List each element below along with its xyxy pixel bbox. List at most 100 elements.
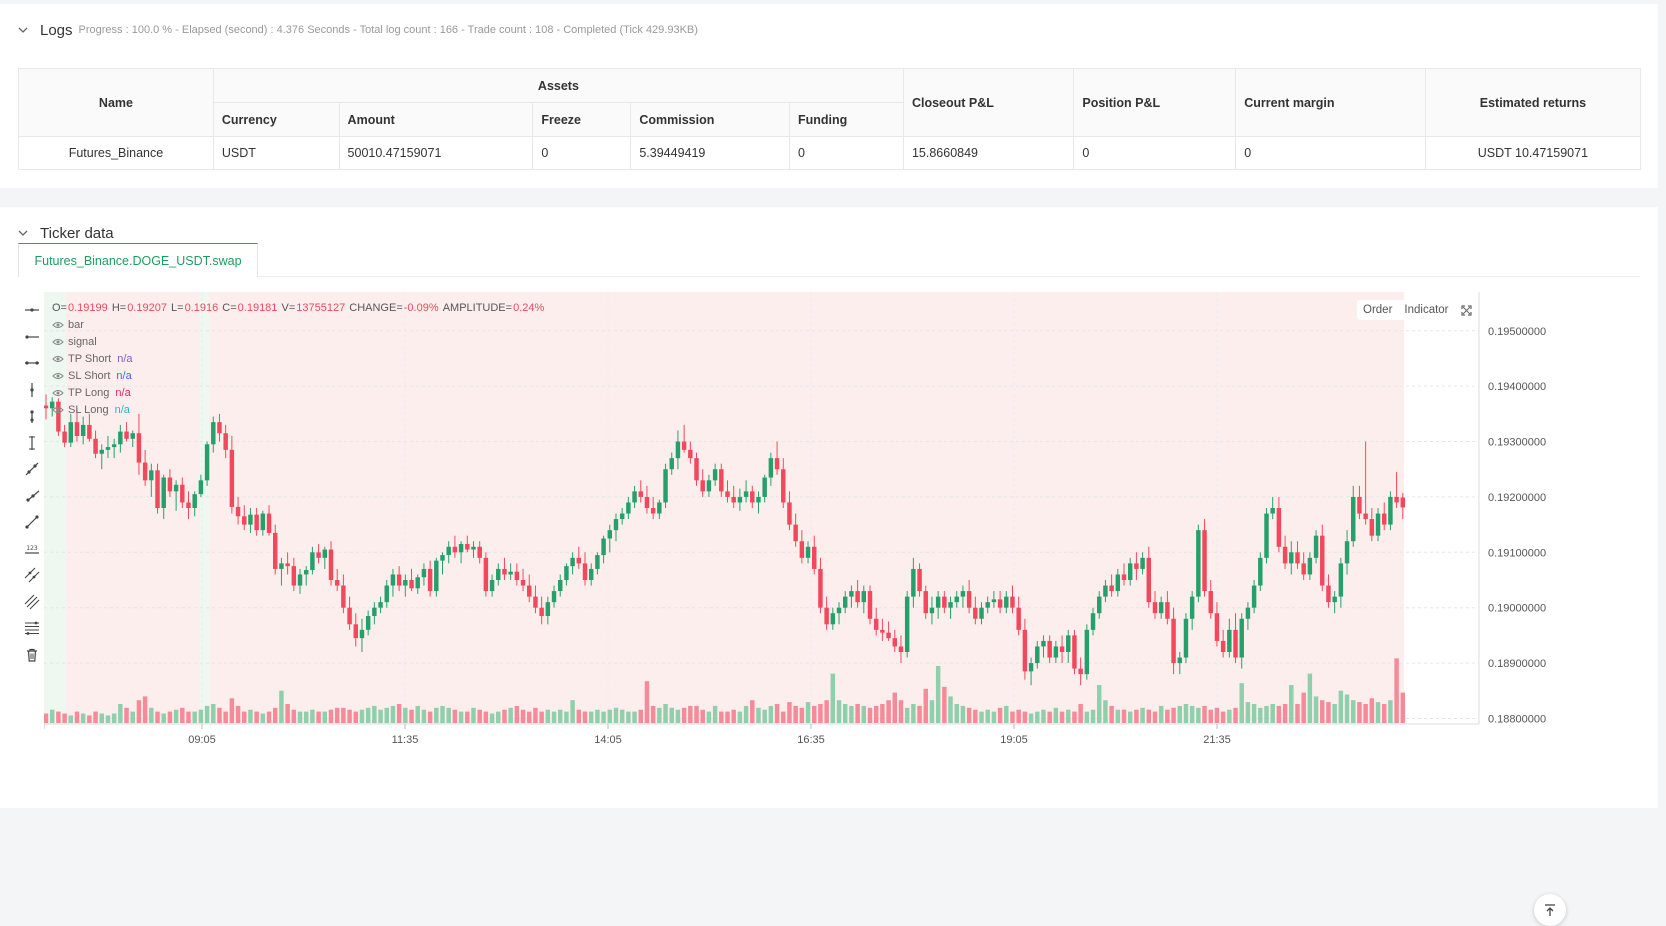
- eye-icon[interactable]: [52, 355, 64, 363]
- legend-item-name: TP Long: [68, 386, 110, 399]
- candle-body: [1227, 629, 1232, 652]
- legend-item[interactable]: bar: [52, 316, 545, 333]
- candle-body: [1090, 613, 1096, 630]
- volume-bar: [855, 704, 860, 723]
- candle-body: [1214, 613, 1220, 641]
- symbol-tab-bar: Futures_Binance.DOGE_USDT.swap: [18, 243, 1640, 277]
- eye-icon[interactable]: [52, 406, 64, 414]
- volume-bar: [1270, 704, 1275, 723]
- order-button[interactable]: Order: [1363, 304, 1393, 316]
- eye-icon[interactable]: [52, 338, 64, 346]
- header-amount: Amount: [338, 102, 534, 137]
- candle-body: [904, 596, 910, 652]
- candle-body: [477, 546, 482, 558]
- legend-item[interactable]: TP Long n/a: [52, 384, 545, 401]
- fib-retracement-icon[interactable]: [18, 615, 46, 642]
- candle-body: [496, 568, 501, 580]
- candle-body: [564, 566, 569, 580]
- scroll-to-top-button[interactable]: [1534, 894, 1566, 926]
- legend-item-name: bar: [68, 318, 84, 331]
- expand-icon[interactable]: [1455, 300, 1478, 320]
- candle-body: [917, 568, 922, 592]
- extended-line-icon[interactable]: [18, 350, 46, 377]
- volume-bar: [87, 715, 92, 723]
- candle-body: [1152, 602, 1158, 614]
- parallel-channel-icon[interactable]: [18, 562, 46, 589]
- price-range-icon[interactable]: 123: [18, 536, 46, 563]
- ray-line-icon[interactable]: [18, 483, 46, 510]
- svg-text:123: 123: [26, 545, 38, 552]
- volume-bar: [303, 711, 309, 723]
- legend-item[interactable]: TP Short n/a: [52, 350, 545, 367]
- volume-bar: [1320, 700, 1325, 723]
- volume-bar: [496, 711, 501, 723]
- volume-bar: [1109, 705, 1114, 723]
- candle-body: [1381, 513, 1387, 525]
- candle-body: [334, 580, 340, 586]
- volume-bar: [712, 705, 718, 723]
- volume-bar: [539, 711, 544, 723]
- candle-body: [712, 469, 718, 481]
- candle-body: [1109, 585, 1114, 592]
- volume-bar: [1220, 711, 1226, 723]
- legend-item-name: SL Short: [68, 369, 111, 382]
- volume-bar: [1004, 705, 1009, 723]
- ohlc-change: -0.09%: [403, 301, 439, 314]
- logs-header[interactable]: Logs Progress : 100.0 % - Elapsed (secon…: [18, 18, 698, 42]
- horizontal-ray-icon[interactable]: [18, 324, 46, 351]
- volume-bar: [1177, 705, 1182, 723]
- volume-bar: [805, 702, 811, 723]
- ohlc-volume: 13755127: [296, 301, 346, 314]
- volume-bar: [960, 705, 966, 723]
- trash-icon[interactable]: [18, 642, 46, 669]
- volume-bar: [1152, 711, 1158, 723]
- horizontal-line-icon[interactable]: [18, 297, 46, 324]
- legend-item[interactable]: SL Long n/a: [52, 401, 545, 418]
- extended-trend-icon[interactable]: [18, 509, 46, 536]
- eye-icon[interactable]: [52, 372, 64, 380]
- eye-icon[interactable]: [52, 321, 64, 329]
- volume-bar: [1078, 704, 1083, 723]
- legend-item-name: signal: [68, 335, 97, 348]
- chevron-down-icon[interactable]: [18, 25, 28, 35]
- candle-body: [279, 563, 284, 569]
- volume-bar: [508, 707, 513, 723]
- volume-bar: [1084, 711, 1090, 723]
- candle-body: [149, 470, 154, 481]
- ticker-header[interactable]: Ticker data: [18, 221, 114, 245]
- trend-line-icon[interactable]: [18, 456, 46, 483]
- candle-body: [818, 568, 823, 608]
- legend-item[interactable]: SL Short n/a: [52, 367, 545, 384]
- vertical-line-icon[interactable]: [18, 430, 46, 457]
- candle-body: [706, 480, 712, 492]
- header-commission: Commission: [630, 102, 791, 137]
- volume-bar: [787, 702, 792, 723]
- vertical-segment-icon[interactable]: [18, 377, 46, 404]
- x-tick-label: 16:35: [797, 734, 825, 746]
- candle-body: [192, 494, 197, 508]
- candle-body: [44, 405, 49, 409]
- volume-bar: [750, 700, 755, 723]
- volume-bar: [434, 707, 439, 723]
- tab-doge-usdt-swap[interactable]: Futures_Binance.DOGE_USDT.swap: [18, 243, 258, 277]
- volume-bar: [297, 711, 303, 723]
- candle-body: [1078, 668, 1083, 675]
- x-tick-label: 14:05: [594, 734, 622, 746]
- header-currency: Currency: [212, 102, 340, 137]
- indicator-button[interactable]: Indicator: [1404, 304, 1449, 316]
- candle-body: [805, 546, 811, 558]
- volume-bar: [1158, 705, 1164, 723]
- ticker-title: Ticker data: [40, 224, 114, 242]
- candle-body: [1363, 513, 1368, 520]
- volume-bar: [1041, 709, 1046, 723]
- chevron-down-icon[interactable]: [18, 228, 28, 238]
- disjoint-channel-icon[interactable]: [18, 589, 46, 616]
- candlestick-chart[interactable]: 0.19500000 0.19400000 0.19300000 0.19200000…: [44, 292, 1554, 762]
- legend-item[interactable]: signal: [52, 333, 545, 350]
- volume-bar: [1140, 707, 1145, 723]
- candle-body: [167, 477, 173, 492]
- vertical-ray-icon[interactable]: [18, 403, 46, 430]
- volume-bar: [1388, 700, 1393, 723]
- candle-body: [1010, 596, 1015, 608]
- eye-icon[interactable]: [52, 389, 64, 397]
